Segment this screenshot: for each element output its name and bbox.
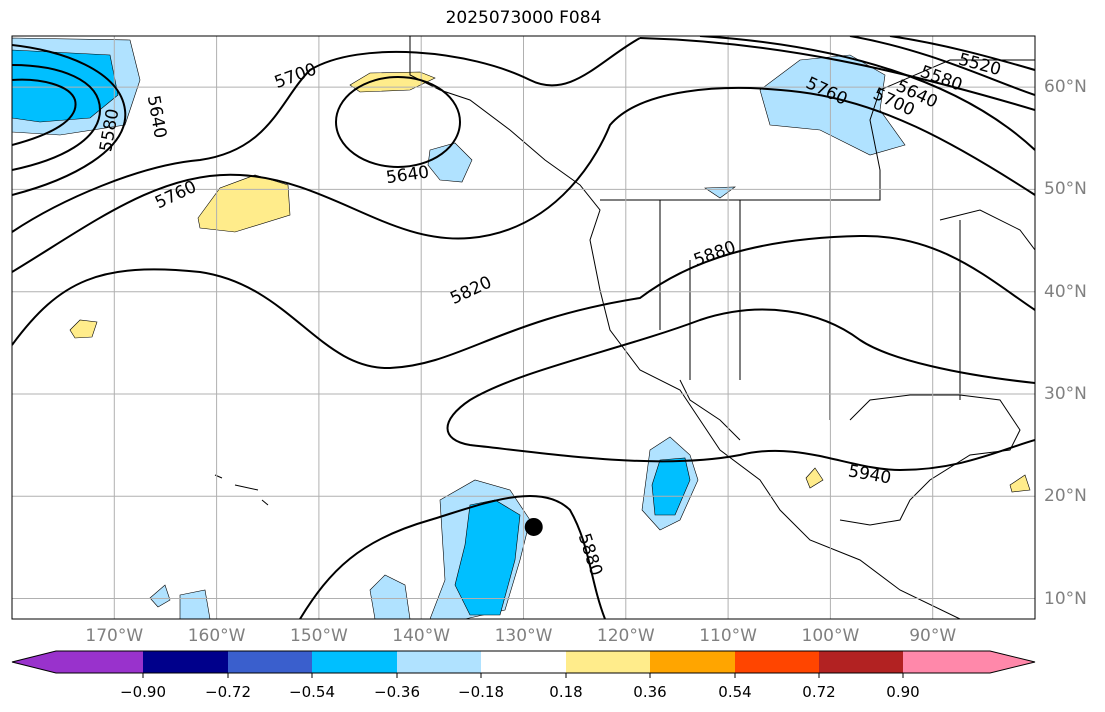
- colorbar-segment: [819, 651, 903, 673]
- colorbar-tick-label: −0.36: [374, 683, 420, 701]
- latitude-tick-label: 50°N: [1044, 179, 1087, 200]
- colorbar-segment: [228, 651, 312, 673]
- contour-label: 5820: [447, 273, 495, 309]
- longitude-tick-label: 170°W: [85, 626, 144, 646]
- contour-label: 5640: [143, 94, 170, 140]
- latitude-tick-label: 30°N: [1044, 383, 1087, 404]
- colorbar-segment: [650, 651, 735, 673]
- colorbar-tick-label: 0.90: [886, 683, 920, 701]
- colorbar-tick-label: −0.72: [205, 683, 251, 701]
- colorbar: [11, 650, 1036, 678]
- longitude-tick-label: 160°W: [187, 626, 246, 646]
- colorbar-segment: [12, 651, 143, 673]
- map-title: 2025073000 F084: [445, 8, 602, 28]
- negative-anomaly-regions: [12, 37, 906, 619]
- contour-label: 5880: [691, 237, 738, 271]
- colorbar-segment: [566, 651, 650, 673]
- storm-position-marker: [524, 517, 543, 536]
- colorbar-tick-label: 0.18: [549, 683, 583, 701]
- colorbar-segment: [312, 651, 397, 673]
- longitude-tick-label: 90°W: [909, 626, 957, 646]
- latitude-tick-label: 40°N: [1044, 281, 1087, 302]
- latitude-tick-label: 10°N: [1044, 588, 1087, 609]
- map-frame: [11, 35, 1036, 620]
- colorbar-tick-label: 0.54: [718, 683, 752, 701]
- colorbar-segment: [903, 651, 1035, 673]
- colorbar-segment: [397, 651, 481, 673]
- longitude-tick-label: 120°W: [596, 626, 655, 646]
- longitude-tick-label: 100°W: [801, 626, 860, 646]
- colorbar-tick-label: −0.18: [458, 683, 504, 701]
- colorbar-segment: [735, 651, 819, 673]
- colorbar-tick-label: −0.54: [289, 683, 335, 701]
- coastlines: [214, 36, 1035, 619]
- contour-label: 5880: [574, 531, 606, 578]
- longitude-tick-label: 150°W: [290, 626, 348, 646]
- colorbar-segment: [481, 651, 566, 673]
- longitude-tick-label: 130°W: [494, 626, 553, 646]
- colorbar-tick-label: 0.72: [802, 683, 836, 701]
- longitude-tick-label: 140°W: [392, 626, 451, 646]
- colorbar-tick-label: −0.90: [120, 683, 166, 701]
- latitude-tick-label: 60°N: [1044, 77, 1087, 98]
- colorbar-segment: [143, 651, 228, 673]
- colorbar-tick-label: 0.36: [633, 683, 667, 701]
- latitude-tick-label: 20°N: [1044, 486, 1087, 507]
- colorbar-outline: [11, 650, 1036, 674]
- contour-label: 5940: [847, 461, 893, 488]
- longitude-tick-label: 110°W: [699, 626, 757, 646]
- height-contours: [12, 36, 1035, 619]
